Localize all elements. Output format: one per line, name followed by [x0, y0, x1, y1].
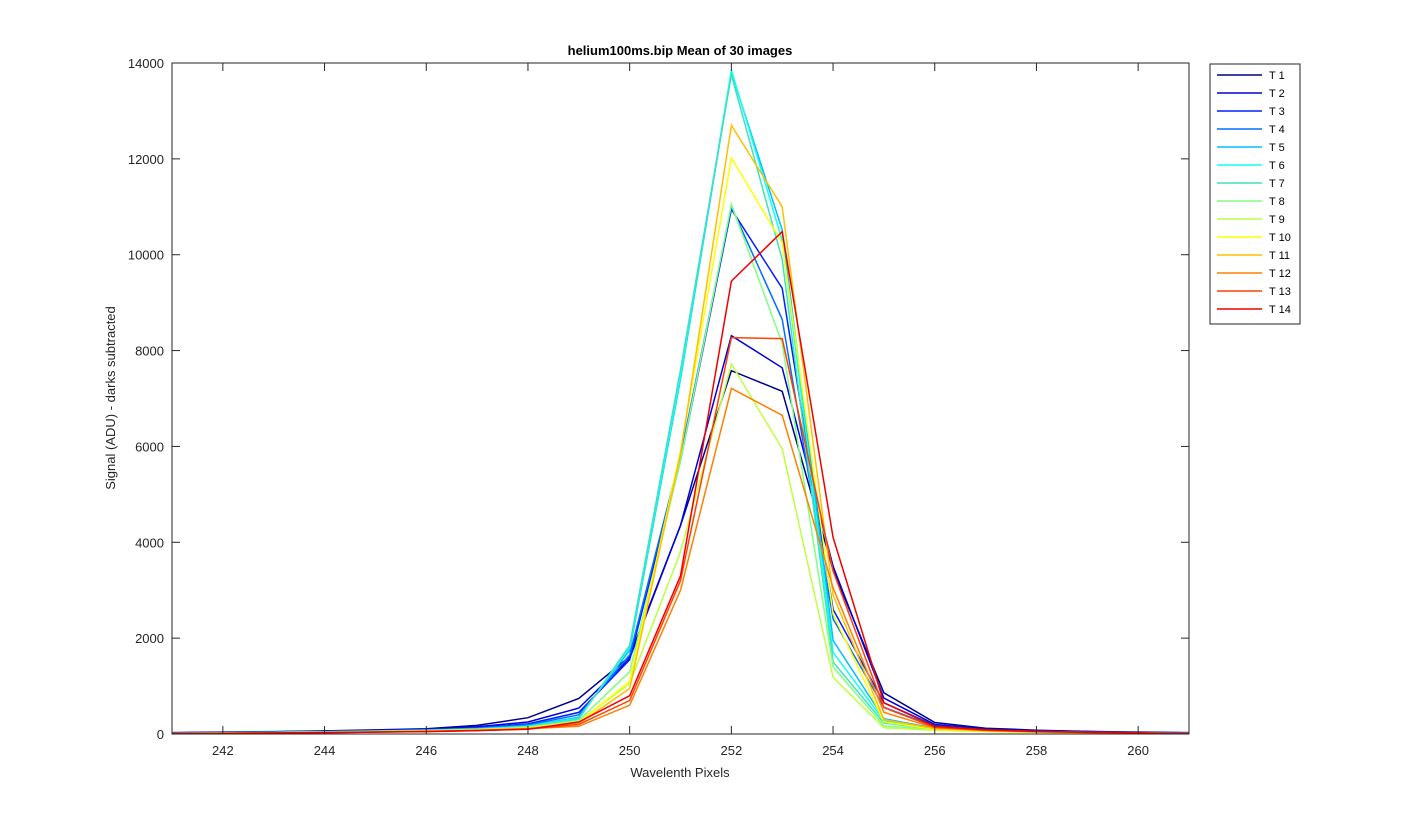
y-tick-label: 4000: [135, 535, 164, 550]
x-tick-label: 254: [822, 743, 844, 758]
x-tick-label: 244: [314, 743, 336, 758]
y-tick-label: 14000: [128, 56, 164, 71]
legend-label: T 6: [1269, 160, 1285, 172]
y-tick-label: 6000: [135, 439, 164, 454]
legend-label: T 14: [1269, 304, 1291, 316]
y-axis-label: Signal (ADU) - darks subtracted: [103, 306, 118, 490]
y-tick-label: 12000: [128, 152, 164, 167]
legend-label: T 7: [1269, 178, 1285, 190]
x-tick-label: 250: [619, 743, 641, 758]
x-tick-label: 252: [720, 743, 742, 758]
legend-label: T 3: [1269, 106, 1285, 118]
x-tick-label: 260: [1127, 743, 1149, 758]
legend-label: T 1: [1269, 70, 1285, 82]
x-tick-label: 258: [1026, 743, 1048, 758]
axes-layer: 242 244 246 248 250 252 254 256 258 260 0 2000 4000 6…: [128, 56, 1190, 758]
legend-label: T 10: [1269, 232, 1291, 244]
x-tick-label: 246: [415, 743, 437, 758]
legend-label: T 11: [1269, 250, 1290, 262]
y-tick-label: 2000: [135, 631, 164, 646]
legend-label: T 4: [1269, 124, 1285, 136]
x-axis-label: Wavelenth Pixels: [630, 765, 730, 780]
plot-area-frame: [171, 62, 1190, 735]
chart-title: helium100ms.bip Mean of 30 images: [568, 43, 793, 58]
legend-box: [1209, 63, 1301, 325]
legend-label: T 8: [1269, 196, 1285, 208]
legend-label: T 13: [1269, 286, 1291, 298]
series-line-14: [171, 230, 1190, 735]
legend-label: T 9: [1269, 214, 1285, 226]
x-tick-label: 248: [517, 743, 539, 758]
legend-label: T 12: [1269, 268, 1291, 280]
y-tick-label: 10000: [128, 248, 164, 263]
y-tick-label: 8000: [135, 344, 164, 359]
legend-label: T 2: [1269, 88, 1285, 100]
x-tick-label: 256: [924, 743, 946, 758]
legend: T 1 T 2 T 3 T 4 T 5 T 6 T 7 T 8 T 9 T 10 T 11 T 12 T…: [1209, 63, 1301, 325]
series-layer: [171, 69, 1190, 735]
y-tick-label: 0: [157, 727, 164, 742]
x-tick-label: 242: [212, 743, 234, 758]
legend-label: T 5: [1269, 142, 1285, 154]
